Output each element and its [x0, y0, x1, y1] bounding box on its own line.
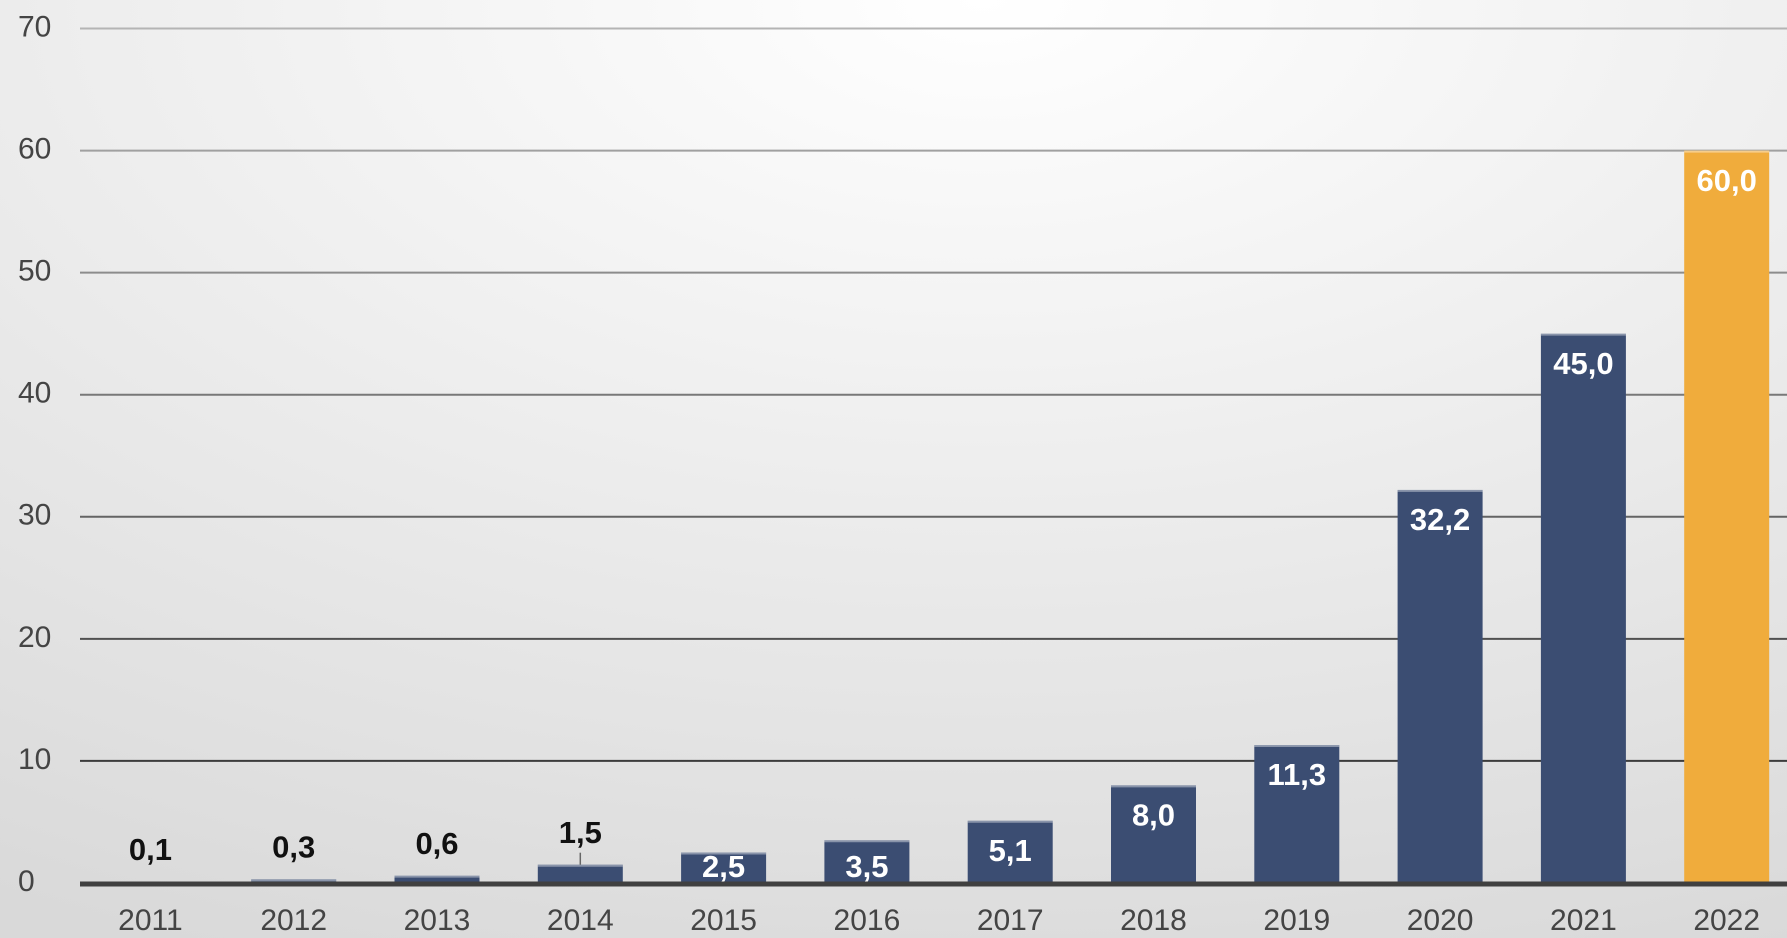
bar	[394, 875, 480, 883]
value-label: 45,0	[1553, 346, 1613, 381]
value-label: 0,6	[415, 826, 458, 861]
bar	[681, 852, 767, 883]
y-tick-label: 60	[18, 132, 51, 165]
x-tick-label: 2014	[547, 904, 614, 937]
value-label: 32,2	[1410, 502, 1470, 537]
value-label: 3,5	[845, 849, 888, 884]
bar	[1397, 489, 1483, 883]
x-tick-label: 2013	[404, 904, 471, 937]
y-tick-label: 70	[18, 10, 51, 43]
value-label: 2,5	[702, 849, 745, 884]
y-tick-label: 0	[18, 865, 35, 898]
x-tick-label: 2018	[1120, 904, 1187, 937]
bar	[824, 840, 910, 883]
bar	[967, 820, 1053, 883]
x-tick-label: 2019	[1263, 904, 1330, 937]
value-label: 0,3	[272, 830, 315, 865]
x-tick-label: 2017	[977, 904, 1044, 937]
y-tick-label: 50	[18, 255, 51, 288]
value-label: 60,0	[1697, 163, 1757, 198]
bar	[1540, 333, 1626, 883]
x-tick-label: 2011	[118, 904, 183, 937]
value-label: 11,3	[1267, 757, 1326, 792]
x-tick-label: 2016	[834, 904, 901, 937]
bar	[251, 879, 337, 883]
x-tick-label: 2012	[260, 904, 327, 937]
bar	[1684, 150, 1770, 884]
bar	[1254, 745, 1340, 883]
value-label: 0,1	[129, 832, 172, 867]
value-label: 5,1	[989, 833, 1032, 868]
x-tick-label: 2015	[690, 904, 757, 937]
y-tick-label: 10	[18, 743, 51, 776]
y-tick-label: 20	[18, 621, 51, 654]
bar	[1111, 785, 1196, 883]
bar	[537, 864, 623, 883]
x-tick-label: 2020	[1407, 904, 1474, 937]
y-tick-label: 40	[18, 377, 51, 410]
x-tick-label: 2021	[1550, 904, 1617, 937]
x-tick-label: 2022	[1693, 904, 1760, 937]
y-tick-label: 30	[18, 499, 51, 532]
value-label: 8,0	[1132, 798, 1175, 833]
value-label: 1,5	[559, 815, 602, 850]
